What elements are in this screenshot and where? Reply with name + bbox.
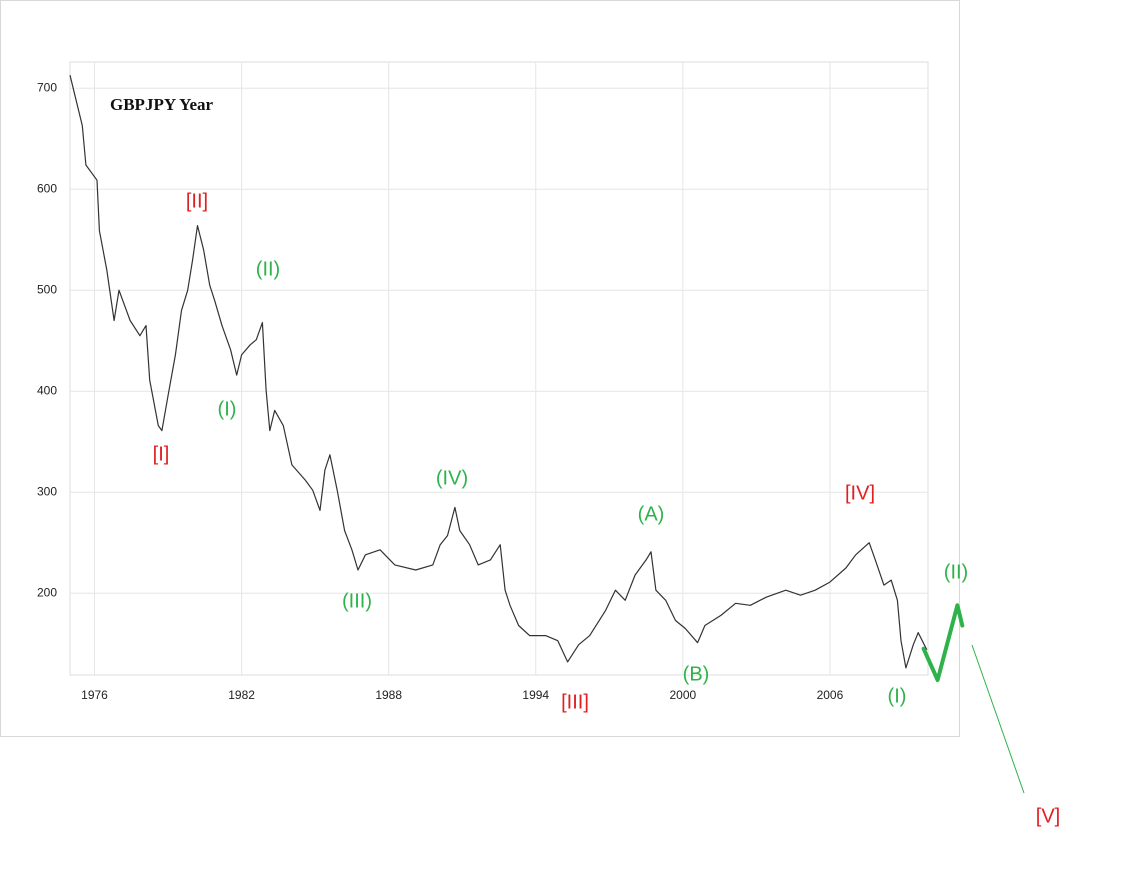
projection-line xyxy=(921,603,965,682)
wave-label: (II) xyxy=(256,258,280,280)
wave-label: [I] xyxy=(153,443,170,465)
y-tick-label: 700 xyxy=(37,80,57,94)
wave-label: (A) xyxy=(638,503,665,525)
wave-label: [II] xyxy=(186,190,208,212)
target-line xyxy=(971,644,1025,794)
wave-label: [IV] xyxy=(845,482,875,504)
wave-label: (I) xyxy=(888,685,907,707)
x-tick-label: 1976 xyxy=(81,688,108,702)
wave-label: (II) xyxy=(944,561,968,583)
x-tick-label: 1982 xyxy=(228,688,255,702)
wave-label: [III] xyxy=(561,691,589,713)
y-tick-label: 400 xyxy=(37,383,57,397)
wave-label: (I) xyxy=(218,398,237,420)
y-tick-label: 300 xyxy=(37,484,57,498)
x-tick-label: 2006 xyxy=(817,688,844,702)
plot-area xyxy=(69,61,929,676)
x-tick-label: 1994 xyxy=(522,688,549,702)
y-tick-label: 500 xyxy=(37,282,57,296)
y-tick-label: 200 xyxy=(37,585,57,599)
wave-label: (III) xyxy=(342,590,372,612)
wave-label: (B) xyxy=(683,663,710,685)
chart-title: GBPJPY Year xyxy=(110,95,214,114)
wave-label: [V] xyxy=(1036,805,1060,827)
y-tick-label: 600 xyxy=(37,181,57,195)
price-line xyxy=(69,74,928,669)
wave-label: (IV) xyxy=(436,467,468,489)
x-tick-label: 2000 xyxy=(670,688,697,702)
x-tick-label: 1988 xyxy=(375,688,402,702)
